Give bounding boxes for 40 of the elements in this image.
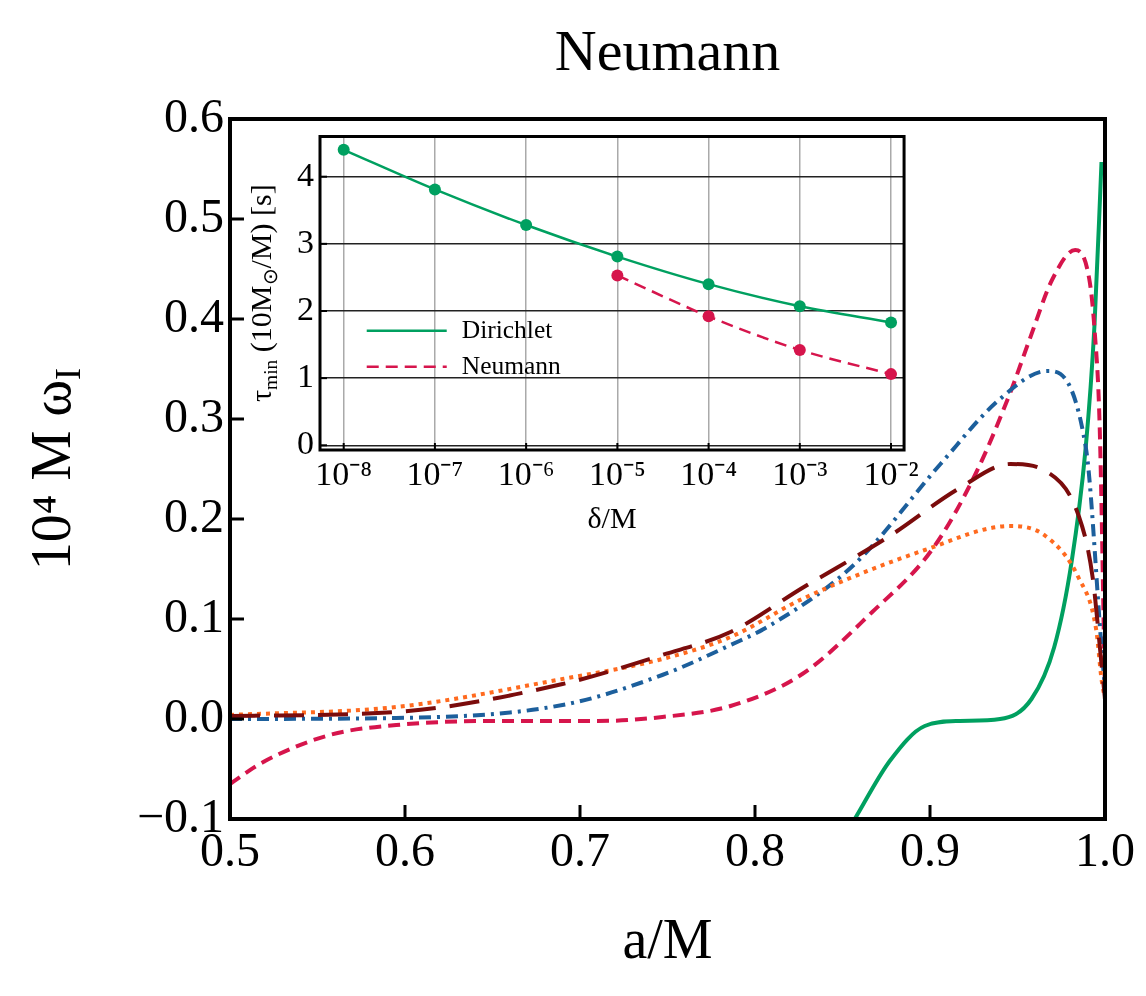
- y-tick-label: 2: [297, 289, 314, 327]
- x-tick-label: 10⁻²: [863, 455, 919, 493]
- x-tick-label: 0.6: [375, 823, 435, 877]
- point: [702, 278, 715, 291]
- point: [793, 300, 806, 313]
- point: [520, 219, 533, 232]
- point: [337, 143, 350, 156]
- y-tick-label: 3: [297, 222, 314, 260]
- x-tick-label: 10⁻⁶: [497, 455, 555, 493]
- x-tick-label: 0.9: [900, 823, 960, 877]
- chart-title: Neumann: [554, 17, 781, 83]
- x-axis-title: a/M: [622, 907, 713, 970]
- line-series: [230, 462, 1105, 718]
- legend-label: Neumann: [461, 350, 562, 380]
- y-tick-label: 4: [297, 155, 314, 193]
- y-tick-label: 0: [297, 424, 314, 462]
- x-tick-label: 10⁻⁵: [588, 455, 646, 493]
- y-tick-label: 0.6: [164, 88, 224, 142]
- x-tick-label: 10⁻⁷: [406, 455, 464, 493]
- point: [611, 250, 624, 263]
- x-tick-label: 10⁻⁴: [680, 455, 738, 493]
- x-tick-label: 10⁻³: [772, 455, 828, 493]
- legend-label: Dirichlet: [461, 314, 553, 344]
- y-tick-label: 0.3: [164, 388, 224, 442]
- y-tick-label: 1: [297, 357, 314, 395]
- y-tick-label: 0.0: [164, 688, 224, 742]
- y-tick-label: 0.5: [164, 188, 224, 242]
- point: [885, 316, 898, 329]
- y-axis-title: 10⁴ M ωI: [19, 367, 89, 571]
- x-tick-label: 0.7: [550, 823, 610, 877]
- x-tick-label: 1.0: [1075, 823, 1135, 877]
- x-tick-label: 0.8: [725, 823, 785, 877]
- y-tick-label: 0.2: [164, 488, 224, 542]
- line-series: [852, 160, 1104, 819]
- y-tick-label: 0.1: [164, 588, 224, 642]
- point: [428, 183, 441, 196]
- y-tick-label: 0.4: [164, 288, 224, 342]
- x-axis-title: δ/M: [587, 500, 637, 534]
- x-tick-label: 10⁻⁸: [315, 455, 373, 493]
- y-axis-title: τmin (10M⊙/M) [s]: [243, 184, 281, 403]
